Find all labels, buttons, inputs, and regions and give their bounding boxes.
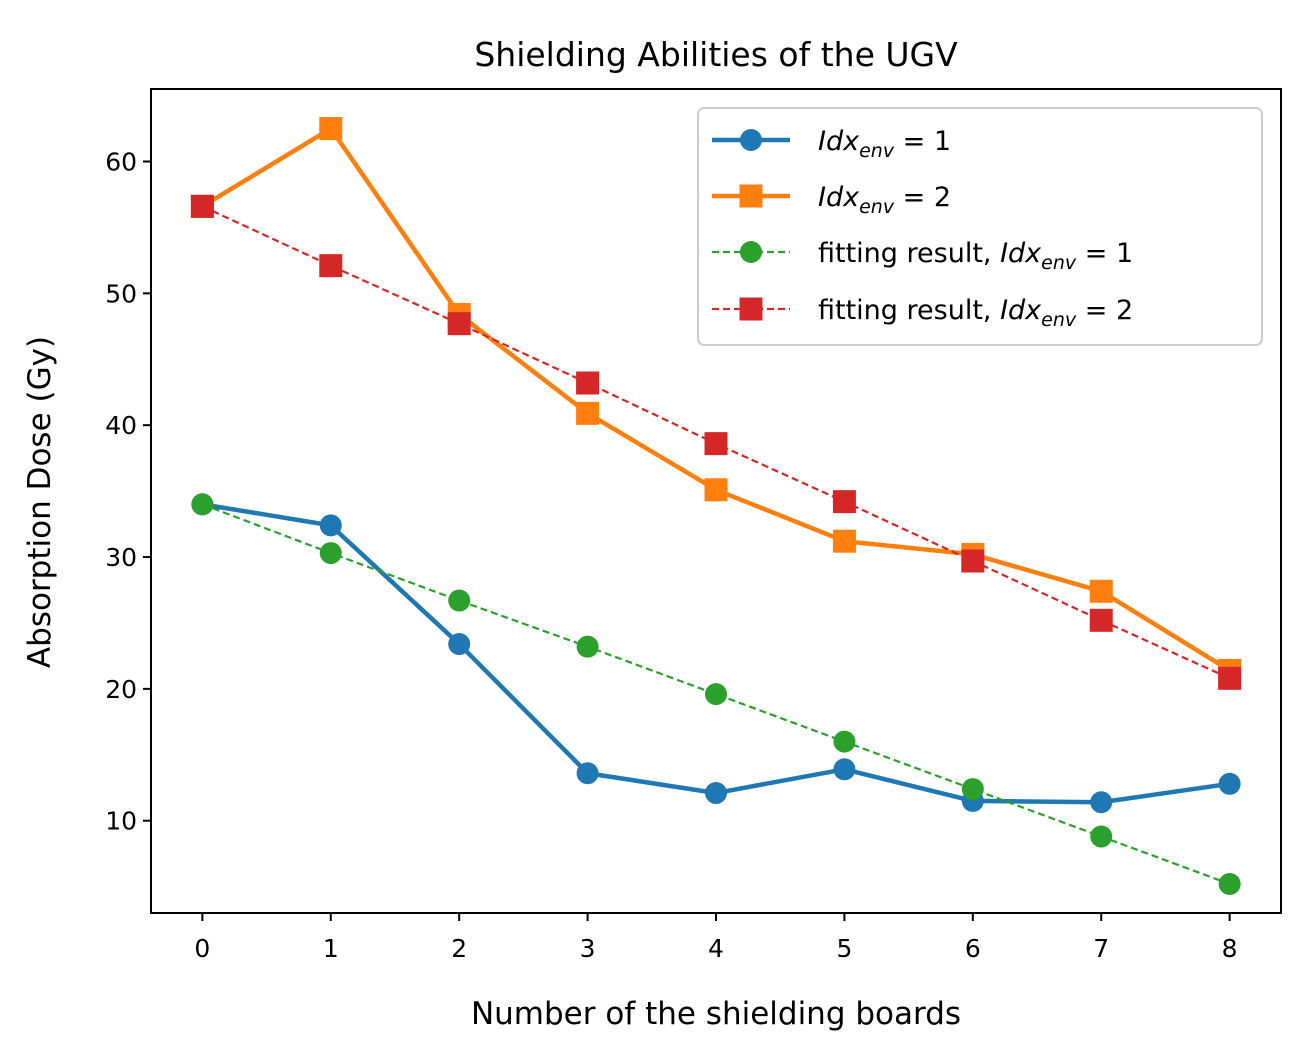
legend-label-part: = 2 [1076, 295, 1133, 326]
data-point [319, 254, 343, 278]
legend-label-part: env [859, 140, 895, 162]
series-4 [190, 194, 1242, 690]
x-tick-label: 0 [194, 934, 210, 963]
legend-label-part: fitting result, [818, 295, 1000, 326]
x-tick-label: 2 [451, 934, 467, 963]
legend-label: Idxenv = 1 [818, 126, 951, 162]
x-axis-label: Number of the shielding boards [471, 996, 961, 1032]
data-point [319, 117, 343, 141]
data-point [576, 762, 599, 785]
data-point [190, 194, 214, 218]
legend-label-part: env [859, 196, 895, 218]
legend-label-part: env [1041, 252, 1077, 274]
legend-item: Idxenv = 2 [712, 182, 951, 218]
plot-area [190, 117, 1242, 895]
legend-item: fitting result, Idxenv = 1 [712, 238, 1133, 274]
data-point [705, 782, 727, 805]
x-tick-label: 8 [1222, 934, 1238, 963]
data-point [576, 635, 599, 658]
data-point [705, 683, 727, 706]
data-point [961, 549, 985, 573]
x-tick-label: 1 [323, 934, 339, 963]
legend-item: Idxenv = 1 [712, 126, 951, 162]
x-tick-label: 3 [580, 934, 596, 963]
y-tick-label: 40 [105, 411, 137, 440]
data-point [1089, 579, 1113, 603]
x-tick-label: 5 [836, 934, 852, 963]
data-point [447, 312, 471, 336]
legend-label-part: Idx [818, 182, 860, 213]
legend-label-part: env [1041, 309, 1077, 331]
legend-label: fitting result, Idxenv = 1 [818, 238, 1133, 274]
legend-label-part: = 1 [894, 126, 951, 157]
legend-label: fitting result, Idxenv = 2 [818, 295, 1133, 331]
axes-frame [150, 88, 1282, 914]
data-point [576, 371, 600, 395]
data-point [704, 478, 728, 502]
data-point [832, 490, 856, 514]
y-tick-label: 50 [105, 279, 137, 308]
y-axis: 10 20 30 40 50 60 [105, 148, 151, 836]
series-line [201, 502, 1230, 805]
series-1 [191, 493, 1241, 814]
legend-marker [739, 184, 763, 208]
x-tick-label: 6 [965, 934, 981, 963]
legend-marker [740, 241, 762, 263]
legend-label: Idxenv = 2 [818, 182, 951, 218]
series-3 [191, 493, 1241, 895]
data-point [832, 529, 856, 553]
y-tick-label: 20 [105, 675, 137, 704]
legend-label-part: fitting result, [818, 238, 1000, 269]
x-tick-label: 4 [708, 934, 724, 963]
data-point [191, 493, 214, 516]
data-point [1090, 825, 1113, 848]
data-point [833, 730, 856, 753]
legend-label-part: Idx [1000, 238, 1042, 269]
data-point [319, 542, 342, 565]
legend-label-part: Idx [1000, 295, 1042, 326]
data-point [319, 514, 342, 537]
legend-marker [740, 129, 762, 151]
data-point [1218, 772, 1241, 795]
legend-label-part: = 2 [894, 182, 951, 213]
chart-title: Shielding Abilities of the UGV [474, 35, 958, 74]
data-point [1218, 666, 1242, 690]
legend-item: fitting result, Idxenv = 2 [712, 295, 1133, 331]
series-line [201, 503, 1231, 886]
data-point [448, 589, 471, 612]
data-point [704, 432, 728, 456]
y-tick-label: 60 [105, 148, 137, 177]
y-tick-label: 10 [105, 807, 137, 836]
x-tick-label: 7 [1093, 934, 1109, 963]
data-point [1218, 872, 1241, 895]
legend-box [697, 107, 1263, 346]
data-point [576, 401, 600, 425]
x-axis: 0 1 2 3 4 5 6 7 8 [194, 913, 1238, 963]
legend-marker [739, 297, 763, 321]
legend-label-part: = 1 [1076, 238, 1133, 269]
data-point [961, 778, 984, 801]
y-tick-label: 30 [105, 543, 137, 572]
y-axis-label: Absorption Dose (Gy) [22, 336, 58, 668]
data-point [833, 758, 856, 781]
data-point [1089, 608, 1113, 632]
legend-label-part: Idx [818, 126, 860, 157]
data-point [448, 633, 471, 656]
data-point [1090, 791, 1113, 814]
